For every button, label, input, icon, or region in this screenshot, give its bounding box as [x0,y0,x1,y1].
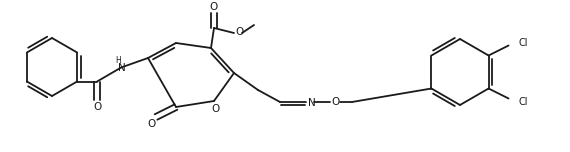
Text: O: O [332,97,340,107]
Text: O: O [147,119,155,129]
Text: O: O [210,2,218,12]
Text: Cl: Cl [519,38,528,47]
Text: N: N [308,98,316,108]
Text: O: O [235,27,243,37]
Text: O: O [211,104,219,114]
Text: Cl: Cl [519,97,528,107]
Text: N: N [118,62,126,73]
Text: O: O [93,102,101,112]
Text: H: H [115,56,121,65]
